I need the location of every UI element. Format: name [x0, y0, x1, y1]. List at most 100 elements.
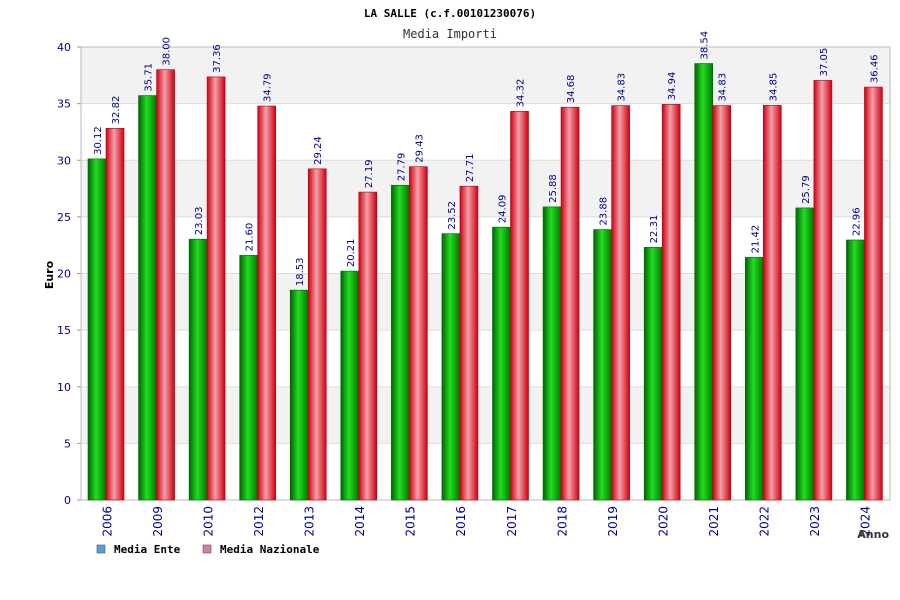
y-tick-label: 35	[57, 98, 71, 111]
y-tick-label: 30	[57, 154, 71, 167]
bar-media-ente	[643, 247, 663, 501]
bar-media-ente	[340, 270, 360, 501]
y-tick-label: 15	[57, 324, 71, 337]
bar-media-nazionale	[712, 105, 732, 501]
bar-media-ente	[846, 239, 865, 501]
data-label: 21.42	[750, 225, 761, 254]
data-label: 22.31	[649, 215, 660, 244]
data-label: 27.71	[465, 154, 476, 183]
x-tick-label: 2013	[303, 506, 317, 537]
x-tick-label: 2022	[758, 506, 772, 537]
data-label: 24.09	[498, 195, 509, 224]
legend-swatch	[202, 544, 212, 554]
y-tick-label: 5	[64, 437, 71, 450]
bar-media-ente	[745, 257, 764, 501]
bar-media-nazionale	[307, 168, 327, 501]
bar-media-ente	[593, 229, 612, 501]
bar-media-nazionale	[206, 76, 226, 501]
chart-subtitle: Media Importi	[403, 27, 497, 41]
y-tick-label: 10	[57, 381, 71, 394]
x-tick-label: 2014	[353, 506, 367, 537]
data-label: 34.83	[718, 73, 729, 102]
x-tick-label: 2021	[707, 506, 721, 537]
x-tick-label: 2009	[151, 506, 165, 537]
data-label: 34.79	[263, 73, 274, 102]
data-label: 30.12	[93, 126, 104, 155]
bar-media-nazionale	[763, 105, 782, 501]
data-label: 27.79	[396, 153, 407, 182]
data-label: 38.54	[700, 31, 711, 60]
data-label: 21.60	[245, 223, 256, 252]
x-tick-label: 2010	[201, 506, 215, 537]
bar-media-ente	[795, 207, 815, 501]
plot-border	[80, 46, 891, 501]
x-tick-label: 2020	[656, 506, 670, 537]
plot-area: 0 5 10 15 20 25 30 35 40 30.12 32.82 2006 35.71 38.00…	[57, 31, 891, 537]
data-label: 25.88	[548, 174, 559, 203]
bar-media-nazionale	[813, 80, 833, 501]
data-label: 36.46	[869, 54, 880, 83]
bar-media-nazionale	[156, 69, 175, 501]
data-label: 23.03	[194, 207, 205, 236]
x-tick-label: 2023	[808, 506, 822, 537]
bar-media-nazionale	[409, 166, 428, 501]
data-label: 34.85	[768, 73, 779, 102]
data-label: 22.96	[851, 207, 862, 236]
bar-media-ente	[138, 95, 157, 501]
x-tick-label: 2015	[404, 506, 418, 537]
legend: Media Ente Media Nazionale	[96, 543, 320, 556]
x-tick-label: 2006	[100, 506, 114, 537]
x-tick-label: 2012	[252, 506, 266, 537]
data-label: 34.94	[667, 72, 678, 101]
bar-media-nazionale	[611, 105, 630, 501]
bar-media-ente	[391, 184, 410, 501]
x-axis-label: Anno	[857, 528, 889, 541]
y-tick-label: 20	[57, 268, 71, 281]
data-label: 34.83	[617, 73, 628, 102]
y-tick-label: 40	[57, 41, 71, 54]
bar-media-nazionale	[510, 111, 529, 501]
bar-media-ente	[542, 206, 562, 501]
data-label: 29.43	[414, 134, 425, 163]
chart-title: LA SALLE (c.f.00101230076)	[364, 7, 536, 20]
bar-media-ente	[289, 289, 309, 501]
data-label: 37.05	[819, 48, 830, 77]
data-label: 38.00	[162, 37, 173, 66]
bar-media-nazionale	[105, 128, 125, 501]
data-label: 27.19	[364, 159, 375, 188]
bar-media-ente	[492, 226, 511, 501]
data-label: 34.32	[516, 79, 527, 108]
bar-media-ente	[87, 158, 107, 501]
bar-media-nazionale	[661, 104, 681, 501]
data-label: 29.24	[313, 136, 324, 165]
bar-media-nazionale	[864, 86, 883, 501]
data-label: 35.71	[144, 63, 155, 92]
legend-swatch	[96, 544, 106, 554]
bar-media-ente	[694, 63, 714, 501]
data-label: 34.68	[566, 75, 577, 104]
y-tick-label: 0	[64, 494, 71, 507]
y-axis-label: Euro	[43, 260, 56, 289]
data-label: 18.53	[295, 258, 306, 287]
x-tick-label: 2016	[454, 506, 468, 537]
bar-media-nazionale	[459, 185, 479, 501]
data-label: 32.82	[111, 96, 122, 125]
bar-media-nazionale	[257, 105, 276, 501]
bar-media-ente	[441, 233, 461, 501]
data-label: 23.88	[599, 197, 610, 226]
data-label: 25.79	[801, 175, 812, 204]
x-tick-label: 2019	[606, 506, 620, 537]
bar-media-nazionale	[358, 191, 378, 501]
legend-label: Media Ente	[114, 543, 181, 556]
bar-media-ente	[239, 255, 258, 501]
data-label: 37.36	[212, 44, 223, 73]
bar-media-nazionale	[560, 106, 580, 501]
x-tick-label: 2017	[505, 506, 519, 537]
bar-media-ente	[188, 238, 208, 501]
legend-label: Media Nazionale	[220, 543, 320, 556]
data-label: 23.52	[447, 201, 458, 230]
y-tick-label: 25	[57, 211, 71, 224]
x-tick-label: 2024	[859, 506, 873, 537]
x-tick-label: 2018	[555, 506, 569, 537]
